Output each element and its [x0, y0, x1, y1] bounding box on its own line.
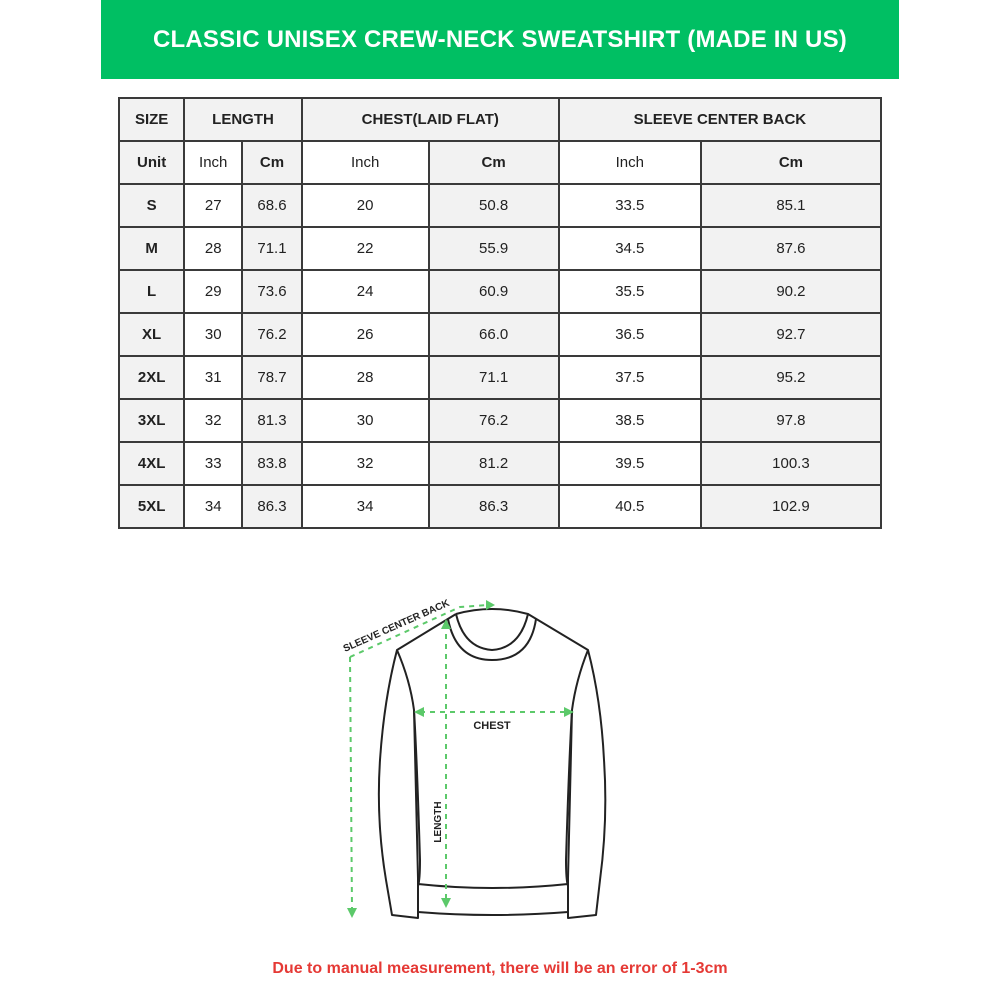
- size-chart-table: SIZE LENGTH CHEST(LAID FLAT) SLEEVE CENT…: [117, 97, 883, 529]
- value-cell: 50.8: [427, 183, 560, 228]
- unit-cell: Cm: [427, 140, 560, 185]
- value-cell: 78.7: [241, 355, 303, 400]
- value-cell: 33.5: [557, 183, 702, 228]
- arrow-down-icon: [347, 908, 357, 918]
- header-sleeve: SLEEVE CENTER BACK: [557, 97, 883, 142]
- value-cell: 76.2: [241, 312, 303, 357]
- arrow-down-icon: [441, 898, 451, 908]
- value-cell: 35.5: [557, 269, 702, 314]
- value-cell: 34: [300, 484, 430, 529]
- measure-lines: [349, 604, 568, 911]
- value-cell: 87.6: [699, 226, 883, 271]
- value-cell: 76.2: [427, 398, 560, 443]
- header-length: LENGTH: [183, 97, 303, 142]
- value-cell: 81.2: [427, 441, 560, 486]
- header-row: SIZE LENGTH CHEST(LAID FLAT) SLEEVE CENT…: [117, 97, 883, 142]
- unit-cell: Inch: [557, 140, 702, 185]
- value-cell: 100.3: [699, 441, 883, 486]
- value-cell: 27: [183, 183, 244, 228]
- measurement-note: Due to manual measurement, there will be…: [272, 960, 728, 977]
- sweatshirt-outline: [377, 608, 607, 919]
- table-row: XL 30 76.2 26 66.0 36.5 92.7: [117, 312, 883, 357]
- value-cell: 97.8: [699, 398, 883, 443]
- value-cell: 95.2: [699, 355, 883, 400]
- value-cell: 24: [300, 269, 430, 314]
- size-cell: 5XL: [117, 484, 186, 529]
- value-cell: 38.5: [557, 398, 702, 443]
- value-cell: 34: [183, 484, 244, 529]
- size-cell: S: [117, 183, 186, 228]
- header-size: SIZE: [117, 97, 186, 142]
- unit-cell: Inch: [183, 140, 244, 185]
- value-cell: 36.5: [557, 312, 702, 357]
- size-cell: L: [117, 269, 186, 314]
- value-cell: 28: [183, 226, 244, 271]
- unit-row: Unit Inch Cm Inch Cm Inch Cm: [117, 140, 883, 185]
- size-cell: M: [117, 226, 186, 271]
- table-row: S 27 68.6 20 50.8 33.5 85.1: [117, 183, 883, 228]
- value-cell: 73.6: [241, 269, 303, 314]
- value-cell: 68.6: [241, 183, 303, 228]
- value-cell: 71.1: [427, 355, 560, 400]
- value-cell: 30: [300, 398, 430, 443]
- value-cell: 28: [300, 355, 430, 400]
- chest-label: CHEST: [473, 720, 511, 732]
- value-cell: 60.9: [427, 269, 560, 314]
- table-row: 4XL 33 83.8 32 81.2 39.5 100.3: [117, 441, 883, 486]
- value-cell: 85.1: [699, 183, 883, 228]
- size-cell: XL: [117, 312, 186, 357]
- unit-cell: Inch: [300, 140, 430, 185]
- table-row: L 29 73.6 24 60.9 35.5 90.2: [117, 269, 883, 314]
- value-cell: 29: [183, 269, 244, 314]
- size-cell: 3XL: [117, 398, 186, 443]
- value-cell: 32: [300, 441, 430, 486]
- value-cell: 102.9: [699, 484, 883, 529]
- value-cell: 71.1: [241, 226, 303, 271]
- value-cell: 33: [183, 441, 244, 486]
- table-row: 2XL 31 78.7 28 71.1 37.5 95.2: [117, 355, 883, 400]
- value-cell: 55.9: [427, 226, 560, 271]
- value-cell: 34.5: [557, 226, 702, 271]
- arrow-right-icon: [486, 600, 495, 610]
- page-title: CLASSIC UNISEX CREW-NECK SWEATSHIRT (MAD…: [152, 25, 847, 53]
- value-cell: 26: [300, 312, 430, 357]
- arrow-left-icon: [414, 707, 424, 717]
- value-cell: 40.5: [557, 484, 702, 529]
- arrow-heads: [347, 600, 574, 918]
- value-cell: 37.5: [557, 355, 702, 400]
- table-row: 3XL 32 81.3 30 76.2 38.5 97.8: [117, 398, 883, 443]
- value-cell: 32: [183, 398, 244, 443]
- value-cell: 39.5: [557, 441, 702, 486]
- value-cell: 92.7: [699, 312, 883, 357]
- unit-cell: Cm: [699, 140, 883, 185]
- size-cell: 4XL: [117, 441, 186, 486]
- value-cell: 90.2: [699, 269, 883, 314]
- value-cell: 22: [300, 226, 430, 271]
- unit-cell: Unit: [117, 140, 186, 185]
- value-cell: 83.8: [241, 441, 303, 486]
- size-cell: 2XL: [117, 355, 186, 400]
- header-chest: CHEST(LAID FLAT): [300, 97, 560, 142]
- value-cell: 66.0: [427, 312, 560, 357]
- title-banner: CLASSIC UNISEX CREW-NECK SWEATSHIRT (MAD…: [101, 0, 899, 79]
- value-cell: 31: [183, 355, 244, 400]
- value-cell: 30: [183, 312, 244, 357]
- table-row: 5XL 34 86.3 34 86.3 40.5 102.9: [117, 484, 883, 529]
- arrow-right-icon: [564, 707, 574, 717]
- length-label: LENGTH: [433, 801, 444, 842]
- unit-cell: Cm: [241, 140, 303, 185]
- value-cell: 86.3: [427, 484, 560, 529]
- arrow-up-icon: [441, 619, 451, 629]
- table-row: M 28 71.1 22 55.9 34.5 87.6: [117, 226, 883, 271]
- value-cell: 81.3: [241, 398, 303, 443]
- value-cell: 20: [300, 183, 430, 228]
- value-cell: 86.3: [241, 484, 303, 529]
